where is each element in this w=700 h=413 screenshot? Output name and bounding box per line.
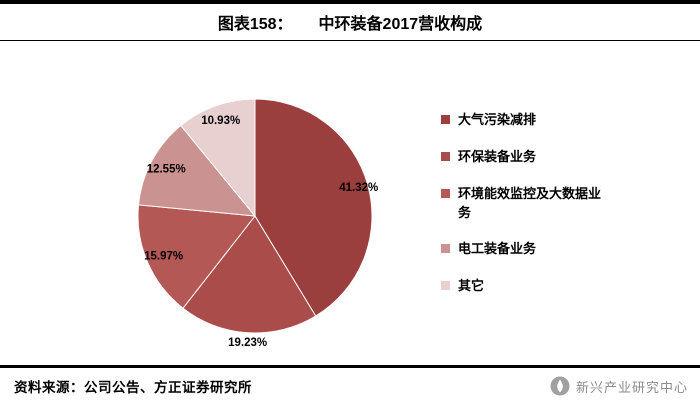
slice-percent-label: 10.93% xyxy=(201,115,240,127)
legend-item: 环境能效监控及大数据业务 xyxy=(441,185,608,223)
slice-percent-label: 15.97% xyxy=(144,250,183,262)
legend-swatch xyxy=(441,188,450,198)
pie-slice xyxy=(180,98,256,218)
legend-swatch xyxy=(441,281,450,291)
figure-label: 图表158： xyxy=(217,16,293,33)
page-title: 中环装备2017营收构成 xyxy=(318,16,483,33)
legend-swatch xyxy=(441,244,450,254)
pie-chart: 41.32% 19.23% 15.97% 12.55% 10.93% xyxy=(137,98,378,349)
watermark: 新兴产业研究中心 xyxy=(550,376,688,396)
source-text: 资料来源：公司公告、方正证券研究所 xyxy=(14,380,252,395)
legend-item: 其它 xyxy=(441,277,608,296)
legend-label: 其它 xyxy=(458,278,485,294)
legend-label: 大气污染减排 xyxy=(458,112,537,127)
research-center-logo-icon xyxy=(550,376,570,396)
legend-label: 环境能效监控及大数据业务 xyxy=(458,185,602,220)
legend-item: 大气污染减排 xyxy=(441,111,608,130)
slice-percent-label: 12.55% xyxy=(147,164,186,176)
legend-swatch xyxy=(441,115,450,124)
chart-header: 图表158： 中环装备2017营收构成 xyxy=(0,0,700,41)
chart-footer: 资料来源：公司公告、方正证券研究所 新兴产业研究中心 xyxy=(0,365,700,413)
legend-label: 环保装备业务 xyxy=(458,148,537,164)
pie-slice xyxy=(182,215,317,334)
slice-percent-label: 19.23% xyxy=(228,337,267,349)
pie-chart-area: 41.32% 19.23% 15.97% 12.55% 10.93% 大气污染减排 环保装… xyxy=(0,41,700,365)
pie-slice xyxy=(137,204,256,309)
slice-percent-label: 41.32% xyxy=(339,182,378,194)
legend-item: 电工装备业务 xyxy=(441,240,608,259)
chart-legend: 大气污染减排 环保装备业务环境能效监控及大数据业务电工装备业务 其它 xyxy=(441,111,608,296)
legend-label: 电工装备业务 xyxy=(458,241,537,257)
pie-slice xyxy=(254,98,373,317)
watermark-label: 新兴产业研究中心 xyxy=(575,379,688,395)
pie-slice xyxy=(137,124,257,217)
legend-item: 环保装备业务 xyxy=(441,148,608,167)
legend-swatch xyxy=(441,151,450,161)
